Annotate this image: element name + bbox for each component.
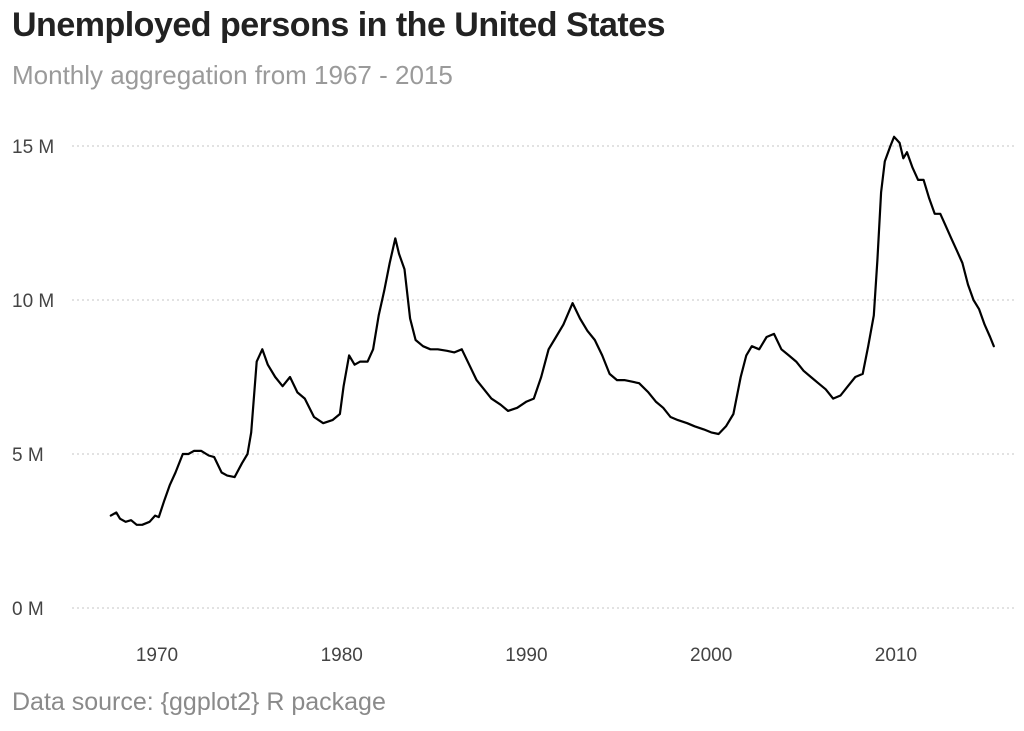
series-line-unemployed	[109, 135, 995, 526]
x-tick-label: 2000	[690, 645, 732, 666]
y-tick-label: 10 M	[12, 291, 54, 312]
chart-subtitle: Monthly aggregation from 1967 - 2015	[12, 60, 453, 90]
x-tick-label: 1970	[136, 645, 178, 666]
x-axis-ticks: 1970 1980 1990 2000 2010	[136, 645, 917, 666]
series-layer	[109, 135, 995, 526]
gridlines	[72, 145, 1016, 609]
x-tick-label: 1990	[505, 645, 547, 666]
x-tick-label: 2010	[875, 645, 917, 666]
x-tick-label: 1980	[321, 645, 363, 666]
y-tick-label: 15 M	[12, 137, 54, 158]
y-tick-label: 0 M	[12, 599, 44, 620]
y-axis-ticks: 0 M 5 M 10 M 15 M	[12, 137, 54, 620]
y-tick-label: 5 M	[12, 445, 44, 466]
chart-title: Unemployed persons in the United States	[12, 6, 666, 44]
chart-caption: Data source: {ggplot2} R package	[12, 688, 386, 716]
